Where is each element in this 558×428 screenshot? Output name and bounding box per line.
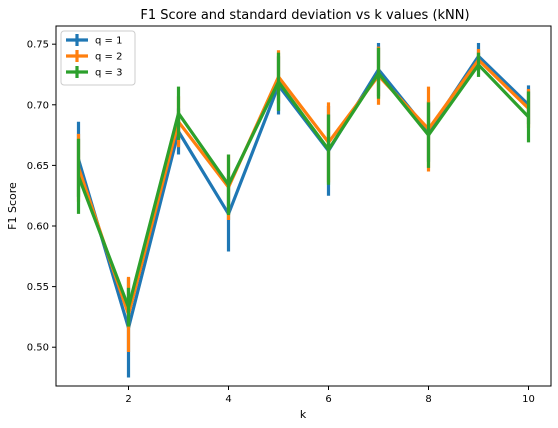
y-tick-label: 0.65 [27,161,49,172]
y-tick-label: 0.50 [27,343,49,354]
y-tick-label: 0.55 [27,282,49,293]
x-tick-label: 10 [522,394,535,405]
y-axis-label: F1 Score [6,182,19,230]
x-tick-label: 4 [225,394,231,405]
y-tick-label: 0.75 [27,40,49,51]
y-tick-label: 0.60 [27,222,49,233]
series-3-line [77,63,530,309]
series-2-line [76,58,530,317]
series-3 [76,47,531,327]
x-axis-label: k [300,408,307,421]
legend-label: q = 1 [95,36,122,47]
x-tick-label: 2 [125,394,131,405]
axes-frame [55,25,552,387]
legend-label: q = 3 [95,68,122,79]
y-tick-label: 0.70 [27,100,49,111]
x-tick-label: 8 [425,394,431,405]
legend: q = 1 q = 2 q = 3 [60,30,136,86]
chart-title: F1 Score and standard deviation vs k val… [140,8,469,23]
legend-item-2: q = 2 [66,50,122,63]
x-tick-label: 6 [325,394,331,405]
legend-item-3: q = 3 [66,66,122,79]
axis-ticks: 2 4 6 8 10 0.50 0.55 0.60 0.65 0.70 0.75 [27,40,535,405]
legend-label: q = 2 [95,52,122,63]
legend-item-1: q = 1 [66,34,122,47]
plot-area [76,42,531,378]
